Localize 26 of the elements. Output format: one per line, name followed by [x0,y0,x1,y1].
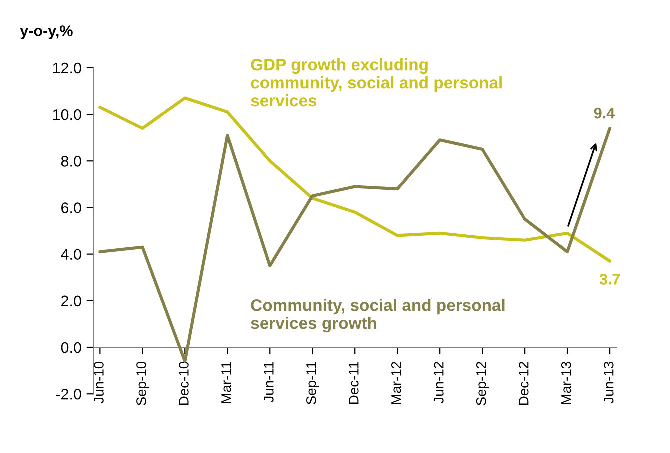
data-label: 3.7 [600,274,620,285]
y-axis-title: y-o-y,% [20,26,73,40]
x-tick-label: Jun-11 [264,362,274,403]
y-tick-label: 0.0 [61,342,82,354]
x-tick-label: Mar-11 [222,362,232,404]
y-tick-label: -2.0 [56,388,82,400]
series-label: GDP growth excluding community, social and personal services [251,58,502,107]
y-tick-label: 10.0 [53,109,82,120]
text: Community, social and personal services growth [251,299,505,333]
x-tick-label: Mar-13 [561,362,572,404]
x-tick-label: Jun-13 [604,362,614,404]
x-tick-label: Dec-12 [518,362,529,406]
x-tick-label: Sep-12 [476,362,490,406]
x-tick-label: Mar-12 [391,362,402,404]
y-tick-label: 4.0 [61,249,82,260]
y-tick-label: 12.0 [53,62,82,74]
y-tick-label: 8.0 [61,156,82,167]
x-tick-label: Sep-10 [136,362,150,406]
y-tick-label: 2.0 [62,296,82,307]
x-tick-label: Jun-12 [434,362,444,404]
x-tick-label: Jun-10 [94,362,104,404]
y-tick-label: 6.0 [62,202,82,214]
x-tick-label: Dec-10 [179,362,189,406]
x-tick-label: Sep-11 [306,362,320,405]
x-tick-label: Dec-11 [349,362,359,404]
data-label: 9.4 [594,108,616,119]
